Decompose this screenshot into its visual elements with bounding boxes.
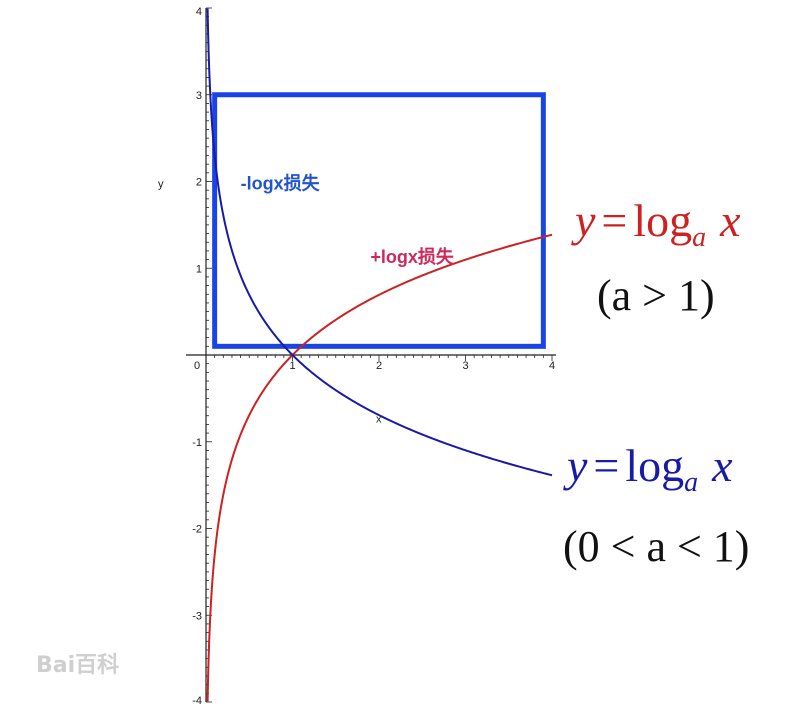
y-tick-label: 4 [196,6,202,18]
annotation-2: +logx损失 [370,246,455,267]
formula-2-base: a [684,467,698,498]
formula-log-a-gt-1: y = loga x (a > 1) [571,195,741,320]
minor-ticks [205,7,553,703]
x-axis-label: x [376,414,382,426]
series-lines [206,8,553,702]
watermark-text: Bai百科 [36,653,119,678]
formula-1-arg: x [719,195,741,246]
x-tick-label: 4 [549,360,555,372]
y-tick-label: 2 [196,177,202,189]
y-axis-label: y [158,179,164,191]
y-tick-label: -2 [192,524,202,536]
series-line-2 [206,8,553,477]
formula-1-eq: = [601,195,627,246]
annotations: -logx损失 +logx损失 [241,173,455,268]
annotation-1: -logx损失 [241,173,321,194]
formula-2-condition: (0 < a < 1) [563,522,749,571]
x-tick-label: 0 [194,360,200,372]
y-tick-label: -1 [192,437,202,449]
x-tick-label: 2 [376,360,382,372]
y-tick-label: 3 [196,90,202,102]
axes: 0 1 2 3 4 -4 -3 -2 -1 1 2 3 4 x y [158,6,556,707]
watermark: Bai百科 [36,653,119,678]
formula-2-arg: x [711,440,733,491]
y-tick-label: 1 [196,263,202,275]
highlight-box [212,92,546,349]
formula-1-lhs: y [571,195,596,246]
formula-log-a-lt-1: y = loga x (0 < a < 1) [563,440,749,571]
formula-1-condition: (a > 1) [597,271,715,320]
formula-2-eq: = [593,440,619,491]
y-tick-label: -4 [192,695,202,707]
series-line-1 [206,233,553,702]
x-tick-labels: 0 1 2 3 4 [194,360,555,372]
y-tick-label: -3 [192,610,202,622]
y-tick-labels: -4 -3 -2 -1 1 2 3 4 [192,6,202,707]
formula-2-log: log [625,440,684,491]
formula-1-base: a [692,222,706,253]
formula-1-log: log [633,195,692,246]
formula-2-lhs: y [563,440,588,491]
x-tick-label: 3 [463,360,469,372]
x-tick-label: 1 [290,360,296,372]
